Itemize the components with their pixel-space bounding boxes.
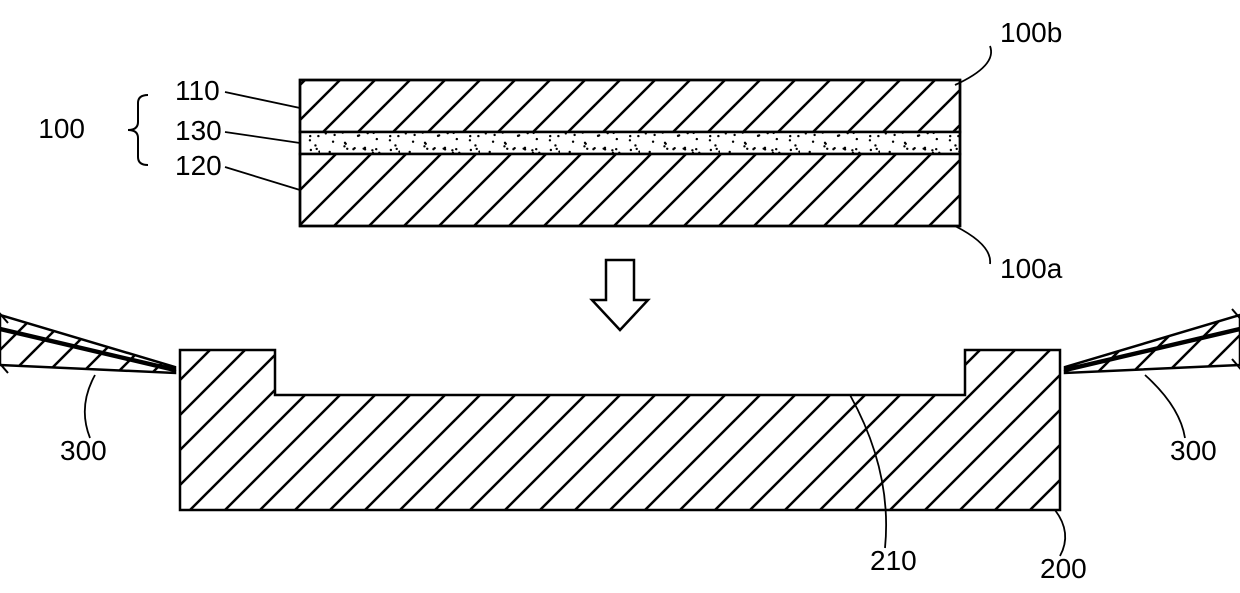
leader-line <box>1145 375 1185 438</box>
label-100b: 100b <box>1000 17 1062 48</box>
label-100a: 100a <box>1000 253 1063 284</box>
label-200: 200 <box>1040 553 1087 584</box>
leader-line <box>1055 510 1065 556</box>
label-100: 100 <box>38 113 85 144</box>
leader-line <box>225 132 300 143</box>
leader-line <box>225 92 300 108</box>
label-210: 210 <box>870 545 917 576</box>
label-110: 110 <box>175 75 220 106</box>
leader-line <box>85 375 95 438</box>
label-120: 120 <box>175 150 222 181</box>
label-300: 300 <box>1170 435 1217 466</box>
brace-100 <box>128 95 148 165</box>
label-300: 300 <box>60 435 107 466</box>
leader-line <box>955 226 990 264</box>
label-130: 130 <box>175 115 222 146</box>
down-arrow-icon <box>592 260 648 330</box>
leader-line <box>225 167 300 190</box>
